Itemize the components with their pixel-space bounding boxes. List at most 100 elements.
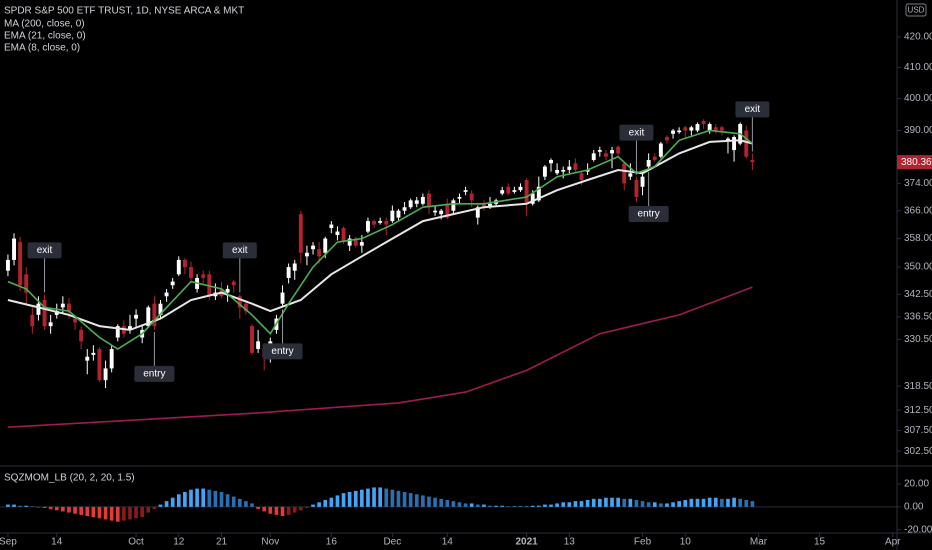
histogram-bar <box>579 501 584 507</box>
histogram-bar <box>6 504 10 507</box>
histogram-bar <box>237 498 242 507</box>
candle-body <box>60 303 65 308</box>
candle-body <box>658 143 663 157</box>
candle-body <box>311 245 315 250</box>
y-tick-label: 420.00 <box>904 32 932 43</box>
currency-box[interactable] <box>905 3 927 17</box>
annotation-label: exit <box>745 104 761 115</box>
y-tick-label: 312.50 <box>904 405 932 416</box>
candle-body <box>67 303 71 312</box>
x-tick-label: Apr <box>885 537 901 548</box>
candle-body <box>243 303 248 312</box>
histogram-bar <box>366 488 370 507</box>
histogram-bar <box>311 504 315 507</box>
candle-body <box>695 124 700 131</box>
histogram-bar <box>414 494 419 507</box>
histogram-bar <box>640 501 645 507</box>
candle-body <box>231 281 236 286</box>
candle-body <box>304 252 309 257</box>
histogram-bar <box>244 501 248 507</box>
candle-body <box>5 259 10 271</box>
histogram-bar <box>543 504 547 507</box>
candle-body <box>237 296 242 308</box>
plot: 420.00 410.00 400.00 390.00 374.00 366.00 358.… <box>0 32 932 548</box>
candle-body <box>445 203 450 218</box>
x-tick-label: 12 <box>173 537 185 548</box>
annotation-label: entry <box>638 209 660 220</box>
currency[interactable]: USD <box>908 6 925 15</box>
histogram-bar <box>292 506 297 513</box>
candle-body <box>579 173 584 181</box>
x-tick-label: Nov <box>261 537 279 548</box>
candle-body <box>146 307 151 327</box>
histogram-bar <box>591 498 596 507</box>
histogram-bar <box>183 492 187 507</box>
histogram-bar <box>274 506 279 515</box>
histogram-bar <box>750 501 755 507</box>
histogram-bar <box>67 506 71 513</box>
histogram-bar <box>109 506 114 521</box>
candle-body <box>396 210 401 218</box>
x-tick-label: 10 <box>680 537 692 548</box>
annotation-label: exit <box>232 245 248 256</box>
candle-body <box>427 193 431 208</box>
candle-body <box>390 210 395 222</box>
candle-body <box>280 292 285 304</box>
histogram-bar <box>585 500 590 507</box>
candle-body <box>414 200 419 204</box>
candle-body <box>134 314 139 319</box>
candle-body <box>24 274 29 293</box>
histogram-bar <box>299 506 303 511</box>
histogram-bar <box>189 489 193 507</box>
histogram-bar <box>524 506 529 507</box>
histogram-bar <box>494 505 498 507</box>
histogram-bar <box>378 487 382 507</box>
x-tick-label: Mar <box>750 537 768 548</box>
histogram-bar <box>506 506 511 507</box>
histogram-bar <box>79 506 83 515</box>
histogram-bar <box>604 497 608 507</box>
candle-body <box>341 228 346 243</box>
candle-body <box>463 190 468 192</box>
y-tick-label: 366.00 <box>904 205 932 216</box>
candle-body <box>451 200 456 211</box>
x-tick-label: 2021 <box>515 537 538 548</box>
histogram-bar <box>231 496 236 507</box>
histogram-bar <box>488 505 492 507</box>
candle-body <box>91 352 96 355</box>
histogram-bar <box>36 506 41 508</box>
histogram-bar <box>103 506 108 520</box>
annotation-label: entry <box>143 369 165 380</box>
candle-body <box>408 200 413 208</box>
candle-body <box>48 322 53 327</box>
candle-body <box>109 349 114 369</box>
last-price-label: 380.36 <box>901 157 932 168</box>
candle-body <box>719 127 724 131</box>
histogram-bar <box>720 498 724 507</box>
candle-body <box>628 173 633 177</box>
histogram-bar <box>146 506 151 513</box>
annotation-box <box>735 101 770 118</box>
histogram-bar <box>695 498 700 507</box>
candle-body <box>256 341 261 350</box>
histogram-bar <box>384 488 389 507</box>
candle-body <box>42 299 47 327</box>
histogram-bar <box>262 506 267 512</box>
candle-body <box>750 159 755 163</box>
candle-body <box>317 249 322 257</box>
histogram-bar <box>61 506 65 512</box>
histogram-bar <box>665 503 669 507</box>
candle-body <box>85 356 90 361</box>
histogram-bar <box>561 502 566 507</box>
histogram-bar <box>280 506 285 516</box>
y-tick-label: 330.50 <box>904 334 932 345</box>
histogram-bar <box>402 492 407 507</box>
legend-entry: EMA (21, close, 0) <box>4 31 86 42</box>
annotation-label: exit <box>37 245 53 256</box>
x-tick-label: 14 <box>442 537 454 548</box>
histogram-bar <box>738 498 743 507</box>
candle-body <box>488 203 492 208</box>
histogram-bar <box>122 506 126 521</box>
histogram-bar <box>555 503 559 507</box>
